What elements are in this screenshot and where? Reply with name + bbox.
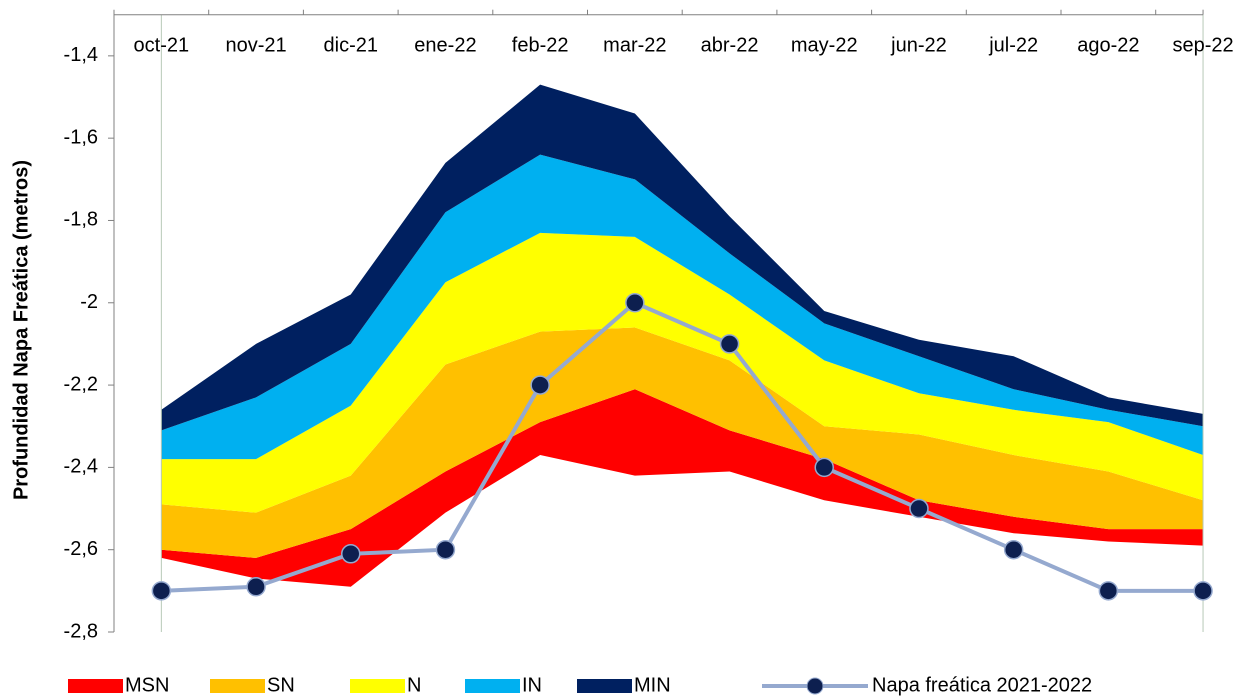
x-tick-label: jul-22	[988, 34, 1038, 56]
marker	[1098, 581, 1119, 601]
x-tick-label: may-22	[791, 34, 858, 56]
band-area	[161, 389, 1204, 587]
marker	[151, 581, 172, 601]
marker	[909, 498, 929, 519]
x-tick-label: ene-22	[414, 34, 476, 56]
legend-swatch	[350, 679, 405, 693]
y-tick-label: -2,2	[64, 373, 98, 395]
legend-label: Napa freática 2021-2022	[872, 674, 1092, 696]
x-tick-label: jun-22	[890, 34, 947, 56]
x-tick-label: sep-22	[1172, 34, 1233, 56]
y-tick-label: -1,6	[64, 126, 98, 148]
x-tick-label: dic-21	[324, 34, 378, 56]
y-tick-label: -1,8	[64, 209, 98, 231]
x-tick-label: oct-21	[134, 34, 190, 56]
y-tick-label: -2,4	[64, 456, 98, 478]
y-tick-label: -2,8	[64, 620, 98, 642]
marker	[625, 293, 645, 313]
band-area	[161, 84, 1204, 431]
legend-label: MIN	[634, 674, 671, 696]
x-tick-label: nov-21	[225, 34, 286, 56]
marker	[1003, 539, 1024, 560]
legend-label: MSN	[125, 674, 169, 696]
band-area	[161, 327, 1204, 558]
line	[161, 300, 1204, 593]
marker	[1193, 581, 1213, 601]
marker	[341, 544, 361, 564]
band-area	[161, 154, 1204, 460]
legend-label: IN	[522, 674, 542, 696]
legend-label: SN	[267, 674, 295, 696]
x-tick-label: abr-22	[701, 34, 759, 56]
legend-swatch	[465, 679, 520, 693]
marker	[814, 457, 834, 478]
legend-marker	[806, 677, 824, 695]
legend-label: N	[407, 674, 421, 696]
legend-swatch	[210, 679, 265, 693]
y-tick-label: -2,6	[64, 538, 98, 560]
marker	[719, 334, 740, 354]
y-tick-label: -2	[80, 291, 98, 313]
marker	[246, 576, 266, 597]
legend-swatch	[68, 679, 123, 693]
x-tick-label: mar-22	[603, 34, 666, 56]
y-axis-label: Profundidad Napa Freática (metros)	[10, 160, 32, 500]
marker	[530, 375, 550, 395]
x-tick-label: ago-22	[1077, 34, 1139, 56]
x-tick-label: feb-22	[512, 34, 569, 56]
legend-swatch	[577, 679, 632, 693]
marker	[435, 539, 456, 560]
band-area	[161, 232, 1204, 513]
y-tick-label: -1,4	[64, 44, 98, 66]
